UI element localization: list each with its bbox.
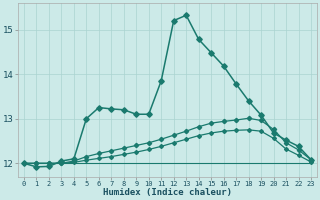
X-axis label: Humidex (Indice chaleur): Humidex (Indice chaleur)	[103, 188, 232, 197]
